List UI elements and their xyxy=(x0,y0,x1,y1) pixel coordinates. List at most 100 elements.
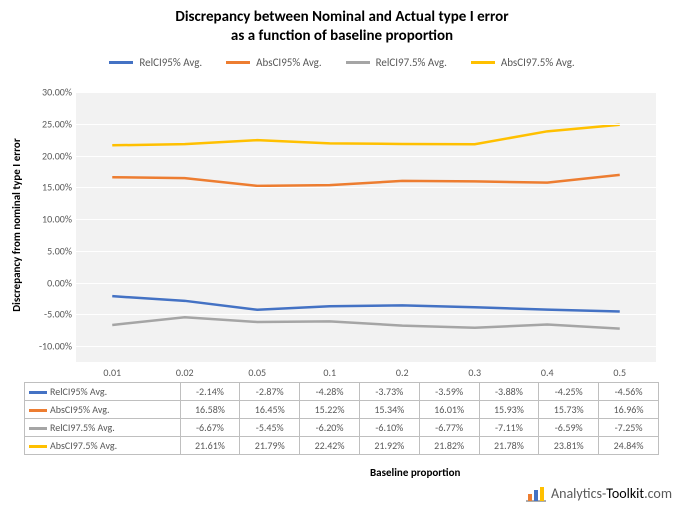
legend-swatch xyxy=(346,61,370,64)
grid-line xyxy=(76,92,656,93)
table-cell: 15.73% xyxy=(539,401,599,419)
row-header: RelCI95% Avg. xyxy=(25,383,181,401)
table-cell: -3.59% xyxy=(419,383,479,401)
table-row: AbsCI95% Avg.16.58%16.45%15.22%15.34%16.… xyxy=(25,401,659,419)
table-cell: -4.56% xyxy=(599,383,659,401)
legend-label: AbsCI95% Avg. xyxy=(256,56,321,69)
grid-line xyxy=(76,219,656,220)
y-tick-label: 10.00% xyxy=(12,213,72,226)
x-tick-label: 0.2 xyxy=(396,366,409,379)
table-cell: -2.14% xyxy=(180,383,240,401)
title-line-1: Discrepancy between Nominal and Actual t… xyxy=(0,8,684,27)
series-line xyxy=(112,125,620,146)
legend-swatch xyxy=(471,61,495,64)
legend: RelCI95% Avg. AbsCI95% Avg. RelCI97.5% Avg… xyxy=(0,56,684,69)
bar-chart-icon xyxy=(525,486,547,502)
table-cell: -3.73% xyxy=(359,383,419,401)
row-series-name: RelCI95% Avg. xyxy=(50,385,107,398)
x-tick-label: 0.05 xyxy=(248,366,266,379)
title-line-2: as a function of baseline proportion xyxy=(0,27,684,46)
brand-bar-1 xyxy=(528,494,532,501)
table-cell: -4.25% xyxy=(539,383,599,401)
table-cell: -6.10% xyxy=(359,419,419,437)
y-tick-label: 5.00% xyxy=(12,244,72,257)
x-tick-label: 0.5 xyxy=(613,366,626,379)
table-cell: -6.20% xyxy=(300,419,360,437)
grid-line xyxy=(76,283,656,284)
brand-bar-3 xyxy=(540,487,544,501)
table-cell: 24.84% xyxy=(599,437,659,455)
table-cell: -6.59% xyxy=(539,419,599,437)
table-cell: 16.96% xyxy=(599,401,659,419)
y-tick-label: -5.00% xyxy=(12,308,72,321)
x-tick-label: 0.1 xyxy=(323,366,336,379)
table-cell: -5.45% xyxy=(240,419,300,437)
series-line xyxy=(112,296,620,311)
grid-line xyxy=(76,156,656,157)
row-series-name: AbsCI95% Avg. xyxy=(50,403,110,416)
row-swatch xyxy=(29,427,47,430)
y-tick-label: 0.00% xyxy=(12,276,72,289)
series-line xyxy=(112,175,620,186)
table-cell: 16.01% xyxy=(419,401,479,419)
table-cell: -6.77% xyxy=(419,419,479,437)
brand-bar-2 xyxy=(534,490,538,501)
y-tick-label: 15.00% xyxy=(12,181,72,194)
table-cell: -2.87% xyxy=(240,383,300,401)
table-cell: -4.28% xyxy=(300,383,360,401)
row-swatch xyxy=(29,409,47,412)
row-header: RelCI97.5% Avg. xyxy=(25,419,181,437)
table-cell: 16.45% xyxy=(240,401,300,419)
row-swatch xyxy=(29,445,47,448)
legend-label: AbsCI97.5% Avg. xyxy=(501,56,575,69)
row-header: AbsCI97.5% Avg. xyxy=(25,437,181,455)
row-series-name: AbsCI97.5% Avg. xyxy=(50,439,117,452)
x-axis-title: Baseline proportion xyxy=(370,466,460,479)
data-table: RelCI95% Avg.-2.14%-2.87%-4.28%-3.73%-3.… xyxy=(24,382,659,455)
table-cell: 23.81% xyxy=(539,437,599,455)
table-row: RelCI95% Avg.-2.14%-2.87%-4.28%-3.73%-3.… xyxy=(25,383,659,401)
grid-line xyxy=(76,346,656,347)
table-cell: -6.67% xyxy=(180,419,240,437)
series-line xyxy=(112,317,620,328)
table-cell: -7.25% xyxy=(599,419,659,437)
table-cell: 21.78% xyxy=(479,437,539,455)
grid-line xyxy=(76,314,656,315)
brand-logo: Analytics-Toolkit.com xyxy=(525,485,672,502)
table-row: AbsCI97.5% Avg.21.61%21.79%22.42%21.92%2… xyxy=(25,437,659,455)
y-tick-label: 20.00% xyxy=(12,149,72,162)
row-series-name: RelCI97.5% Avg. xyxy=(50,421,115,434)
table-cell: -3.88% xyxy=(479,383,539,401)
y-tick-label: 25.00% xyxy=(12,117,72,130)
table-cell: 15.93% xyxy=(479,401,539,419)
table-cell: 21.79% xyxy=(240,437,300,455)
legend-item: RelCI95% Avg. xyxy=(109,56,202,69)
table-cell: 21.92% xyxy=(359,437,419,455)
chart-title: Discrepancy between Nominal and Actual t… xyxy=(0,0,684,46)
y-tick-label: 30.00% xyxy=(12,86,72,99)
legend-swatch xyxy=(109,61,133,64)
x-tick-label: 0.01 xyxy=(103,366,121,379)
legend-item: AbsCI97.5% Avg. xyxy=(471,56,575,69)
row-swatch xyxy=(29,391,47,394)
table-cell: 16.58% xyxy=(180,401,240,419)
table-cell: 22.42% xyxy=(300,437,360,455)
grid-line xyxy=(76,124,656,125)
legend-label: RelCI95% Avg. xyxy=(139,56,202,69)
legend-swatch xyxy=(226,61,250,64)
legend-label: RelCI97.5% Avg. xyxy=(376,56,447,69)
table-cell: 15.34% xyxy=(359,401,419,419)
x-tick-label: 0.3 xyxy=(468,366,481,379)
table-cell: -7.11% xyxy=(479,419,539,437)
x-tick-label: 0.4 xyxy=(541,366,554,379)
legend-item: RelCI97.5% Avg. xyxy=(346,56,447,69)
series-lines xyxy=(76,92,656,362)
table-cell: 21.61% xyxy=(180,437,240,455)
grid-line xyxy=(76,251,656,252)
table-row: RelCI97.5% Avg.-6.67%-5.45%-6.20%-6.10%-… xyxy=(25,419,659,437)
y-tick-label: -10.00% xyxy=(12,340,72,353)
plot-area xyxy=(76,92,656,362)
legend-item: AbsCI95% Avg. xyxy=(226,56,321,69)
brand-text: Analytics-Toolkit.com xyxy=(551,485,672,502)
table-cell: 21.82% xyxy=(419,437,479,455)
